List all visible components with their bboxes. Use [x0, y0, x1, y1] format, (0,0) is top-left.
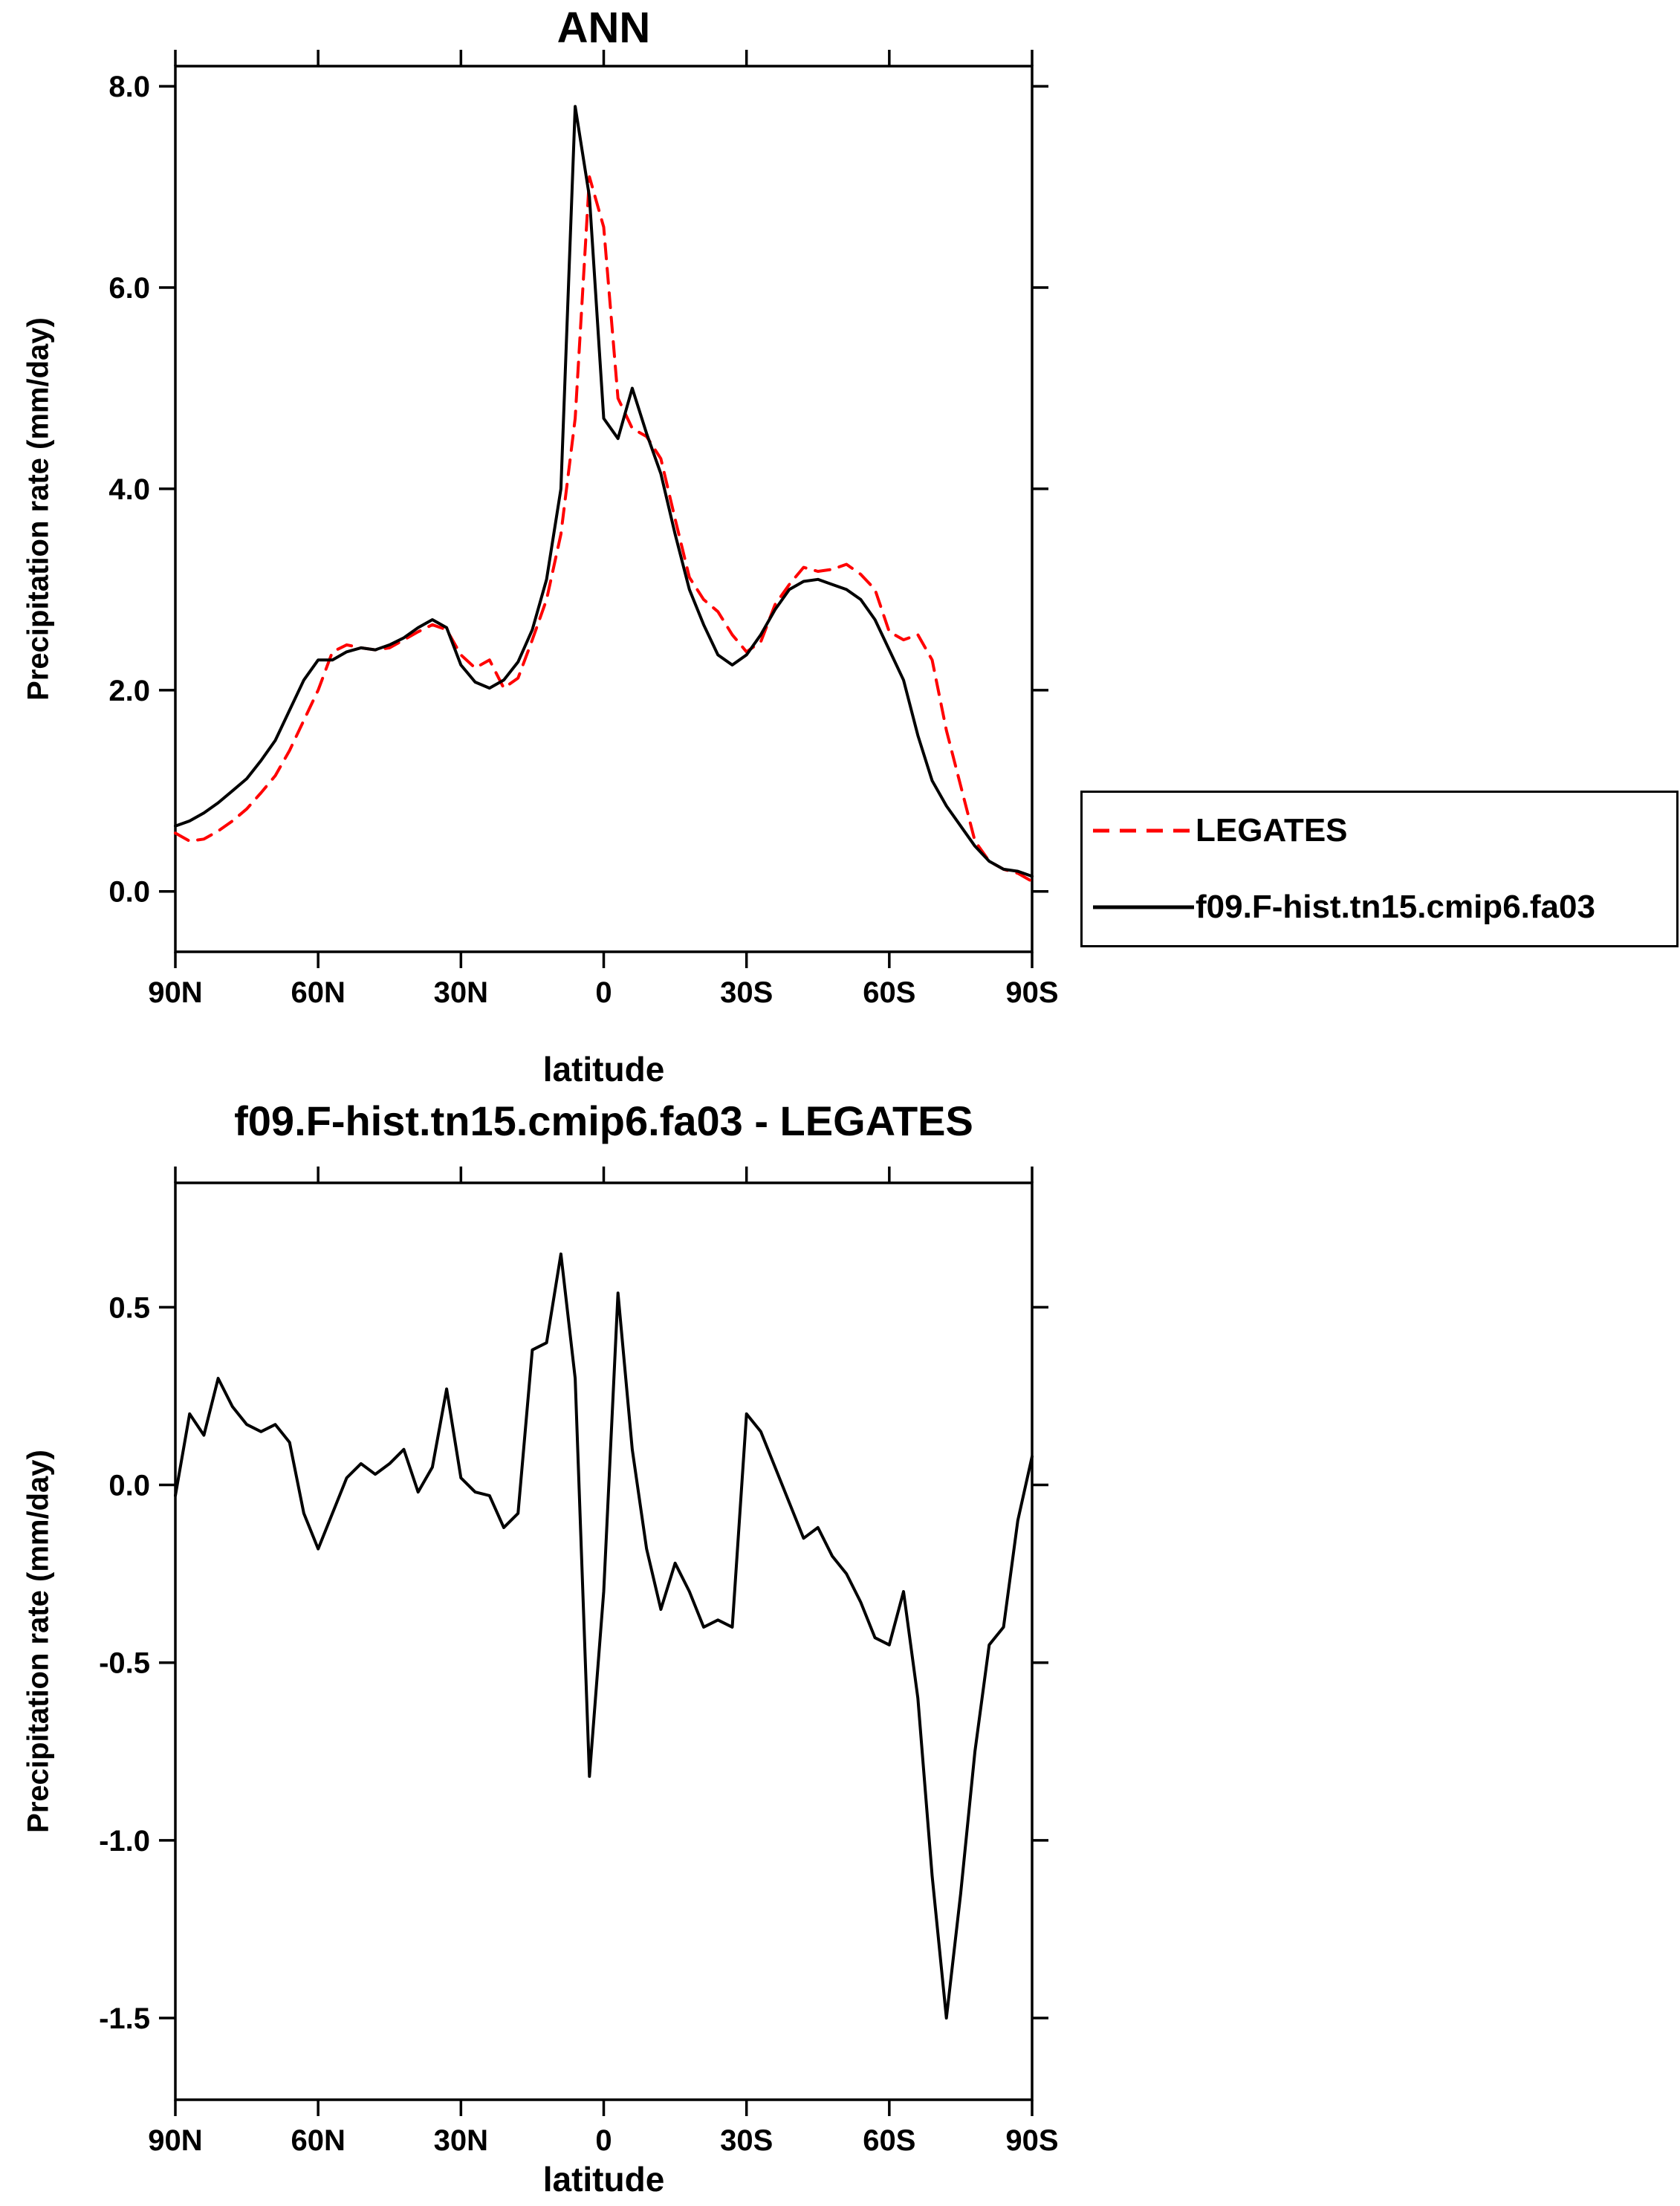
difference-line: [174, 1252, 1034, 2020]
x-tick-label: 90S: [1005, 2124, 1058, 2157]
legend-box: LEGATES f09.F-hist.tn15.cmip6.fa03: [1080, 791, 1679, 947]
x-tick-label: 60N: [291, 976, 345, 1009]
bottom-chart-xlabel: latitude: [542, 2160, 665, 2199]
y-tick-label: -1.5: [99, 2002, 150, 2035]
x-tick-label: 90N: [148, 976, 202, 1009]
legend-label-legates: LEGATES: [1196, 812, 1348, 849]
top-chart-ylabel: Precipitation rate (mm/day): [22, 317, 55, 701]
x-tick-label: 60S: [863, 976, 915, 1009]
y-tick-label: 0.0: [108, 1470, 150, 1502]
plot-frame: [174, 65, 1034, 953]
legend-entry-model: f09.F-hist.tn15.cmip6.fa03: [1092, 889, 1676, 926]
x-tick-label: 60S: [863, 2124, 915, 2157]
legates-line: [174, 175, 1034, 883]
x-tick-label: 30N: [434, 2124, 488, 2157]
top-chart-title: ANN: [557, 4, 651, 52]
top-chart-xlabel: latitude: [542, 1050, 665, 1089]
plot-frame: [174, 1181, 1034, 2101]
y-tick-label: 4.0: [108, 473, 150, 506]
x-tick-label: 0: [595, 976, 612, 1009]
y-tick-label: -1.0: [99, 1825, 150, 1858]
x-tick-label: 30S: [720, 2124, 773, 2157]
x-tick-label: 90N: [148, 2124, 202, 2157]
x-tick-label: 60N: [291, 2124, 345, 2157]
x-tick-label: 0: [595, 2124, 612, 2157]
legates-dashed-line-sample: [1093, 828, 1194, 833]
y-tick-label: 8.0: [108, 71, 150, 103]
model-line: [174, 105, 1034, 878]
x-tick-label: 30N: [434, 976, 488, 1009]
y-tick-label: 0.5: [108, 1291, 150, 1324]
x-tick-label: 90S: [1005, 976, 1058, 1009]
y-tick-label: 6.0: [108, 272, 150, 305]
y-tick-label: -0.5: [99, 1647, 150, 1680]
bottom-chart-title: f09.F-hist.tn15.cmip6.fa03 - LEGATES: [234, 1097, 973, 1144]
model-solid-line-sample: [1093, 905, 1194, 909]
legend-label-model: f09.F-hist.tn15.cmip6.fa03: [1196, 888, 1595, 925]
y-tick-label: 2.0: [108, 675, 150, 707]
x-tick-label: 30S: [720, 976, 773, 1009]
y-tick-label: 0.0: [108, 876, 150, 909]
bottom-chart-ylabel: Precipitation rate (mm/day): [22, 1450, 55, 1833]
legend-entry-legates: LEGATES: [1092, 812, 1676, 849]
